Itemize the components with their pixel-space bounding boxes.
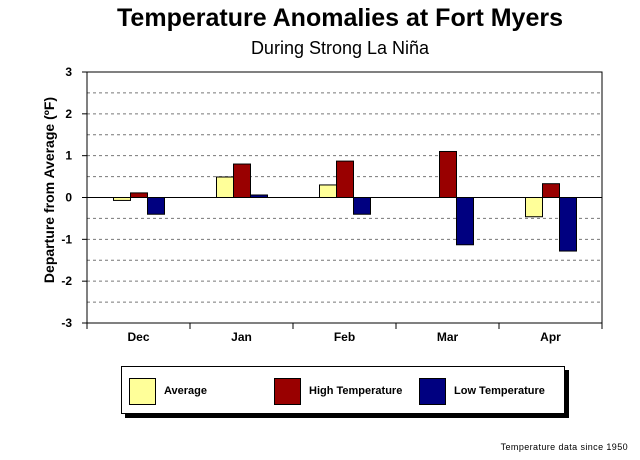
legend-label: Low Temperature <box>454 385 545 397</box>
legend-item-average: Average <box>129 377 207 405</box>
bar-high-temperature-feb <box>336 160 354 198</box>
y-tick-label: 1 <box>65 149 72 163</box>
legend-swatch <box>129 377 156 405</box>
legend-label: Average <box>164 385 208 397</box>
bar-low-temperature-feb <box>353 197 371 215</box>
y-axis-label: Departure from Average (ºF) <box>41 97 57 283</box>
y-tick-label: 2 <box>65 107 72 121</box>
bar-average-apr <box>525 197 543 218</box>
bar-high-temperature-mar <box>439 150 457 199</box>
bar-average-feb <box>319 184 337 198</box>
y-tick-label: -2 <box>61 274 72 288</box>
bar-high-temperature-jan <box>233 163 251 199</box>
y-tick-label: 3 <box>65 65 72 79</box>
legend-item-high-temperature: High Temperature <box>274 377 402 405</box>
footnote: Temperature data since 1950 <box>500 442 628 452</box>
bar-low-temperature-dec <box>147 197 165 215</box>
x-tick-label: Dec <box>127 330 149 344</box>
legend-swatch <box>274 377 301 405</box>
chart-title: Temperature Anomalies at Fort Myers <box>117 4 563 32</box>
legend-swatch <box>419 377 446 405</box>
legend: Average High Temperature Low Temperature <box>121 366 565 414</box>
y-tick-label: 0 <box>65 191 72 205</box>
legend-label: High Temperature <box>309 385 403 397</box>
x-tick-label: Apr <box>540 330 561 344</box>
bar-low-temperature-apr <box>559 197 577 252</box>
y-tick-label: -1 <box>61 232 72 246</box>
y-tick-label: -3 <box>61 316 72 330</box>
x-tick-label: Mar <box>437 330 459 344</box>
gridlines <box>87 92 602 303</box>
x-tick-label: Feb <box>334 330 355 344</box>
axes: 3 2 1 0 -1 -2 -3 Dec Jan Feb Mar Apr <box>61 65 603 344</box>
chart-subtitle: During Strong La Niña <box>250 38 430 58</box>
x-tick-label: Jan <box>231 330 252 344</box>
bar-high-temperature-dec <box>130 192 148 198</box>
bar-low-temperature-mar <box>456 197 474 246</box>
bars <box>113 150 577 252</box>
legend-item-low-temperature: Low Temperature <box>419 377 545 405</box>
bar-average-jan <box>216 176 234 198</box>
bar-high-temperature-apr <box>542 183 560 199</box>
